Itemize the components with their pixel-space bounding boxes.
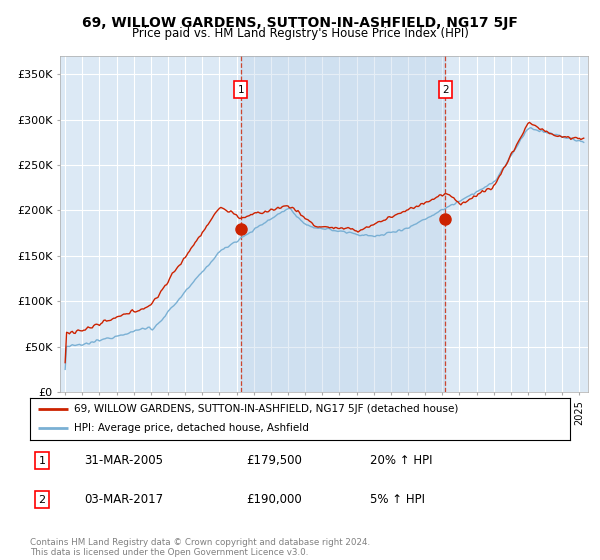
- Bar: [241, 56, 445, 392]
- Text: 5% ↑ HPI: 5% ↑ HPI: [370, 493, 425, 506]
- Text: 31-MAR-2005: 31-MAR-2005: [84, 454, 163, 467]
- Text: 20% ↑ HPI: 20% ↑ HPI: [370, 454, 433, 467]
- Text: Price paid vs. HM Land Registry's House Price Index (HPI): Price paid vs. HM Land Registry's House …: [131, 27, 469, 40]
- Text: 2: 2: [442, 85, 449, 95]
- Text: 03-MAR-2017: 03-MAR-2017: [84, 493, 163, 506]
- Text: HPI: Average price, detached house, Ashfield: HPI: Average price, detached house, Ashf…: [74, 423, 309, 433]
- Text: £190,000: £190,000: [246, 493, 302, 506]
- Text: 2: 2: [38, 495, 46, 505]
- Text: 1: 1: [238, 85, 244, 95]
- Text: £179,500: £179,500: [246, 454, 302, 467]
- Text: 69, WILLOW GARDENS, SUTTON-IN-ASHFIELD, NG17 5JF: 69, WILLOW GARDENS, SUTTON-IN-ASHFIELD, …: [82, 16, 518, 30]
- Text: Contains HM Land Registry data © Crown copyright and database right 2024.
This d: Contains HM Land Registry data © Crown c…: [30, 538, 370, 557]
- Text: 1: 1: [38, 456, 46, 465]
- Text: 69, WILLOW GARDENS, SUTTON-IN-ASHFIELD, NG17 5JF (detached house): 69, WILLOW GARDENS, SUTTON-IN-ASHFIELD, …: [74, 404, 458, 414]
